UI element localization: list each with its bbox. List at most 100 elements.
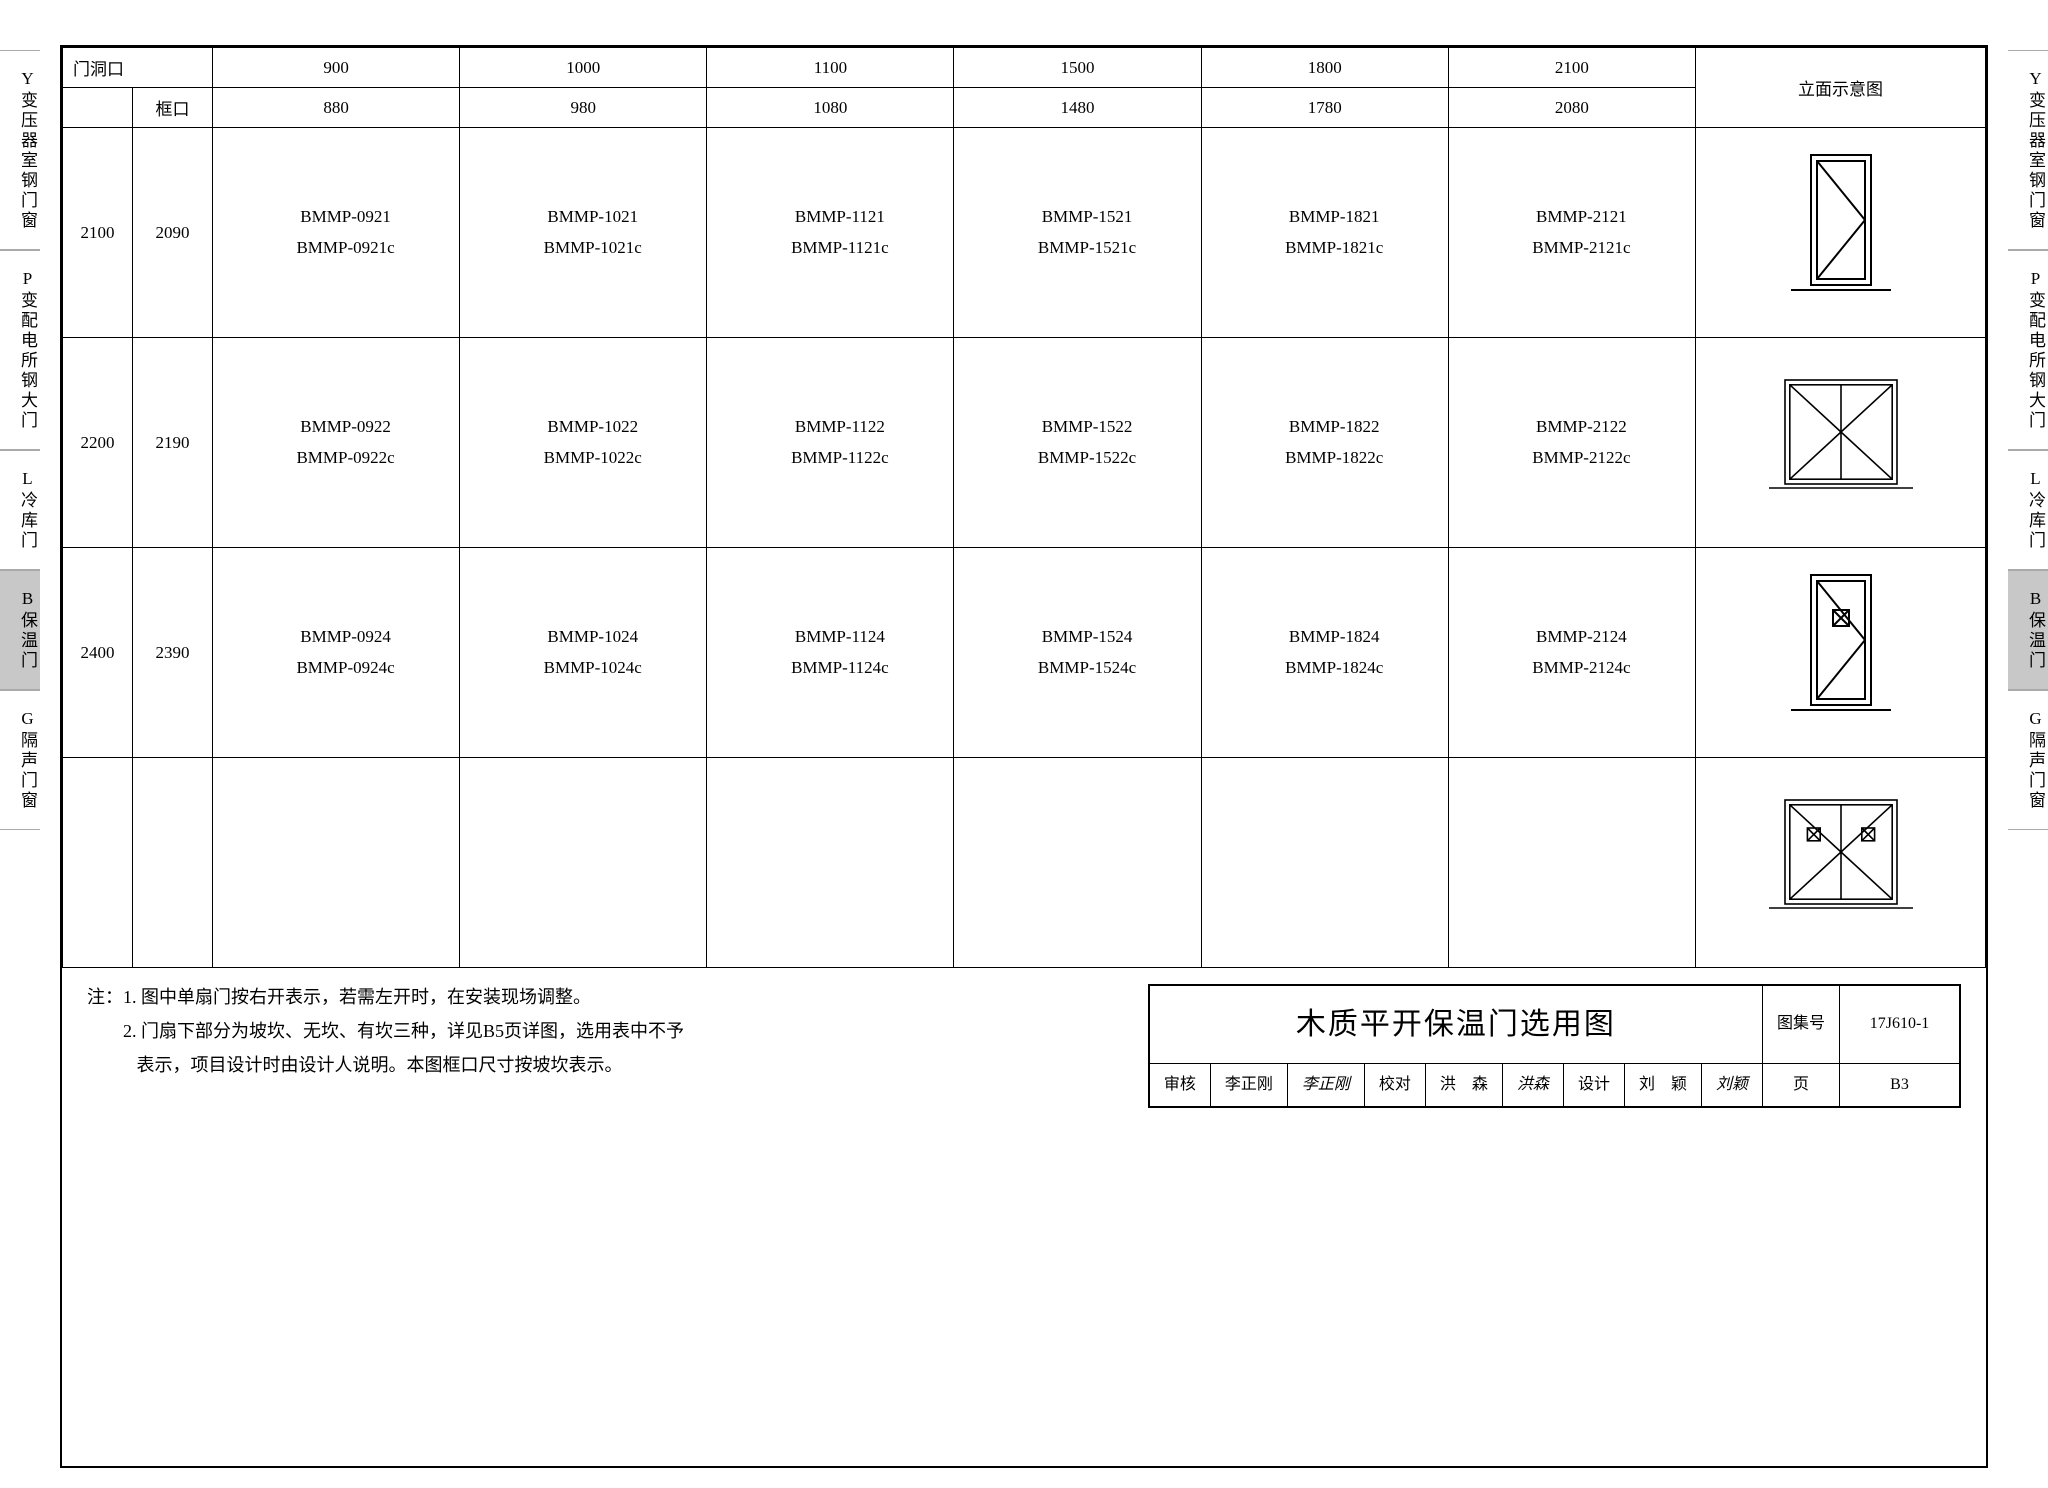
product-code: BMMP-1822c bbox=[1222, 443, 1447, 474]
product-code: BMMP-1121 bbox=[727, 202, 952, 233]
product-code: BMMP-0921c bbox=[233, 233, 458, 264]
tab-l: L冷库门 bbox=[0, 450, 40, 570]
left-tabs: Y变压器室钢门窗 P变配电所钢大门 L冷库门 B保温门 G隔声门窗 bbox=[0, 0, 40, 1488]
code-cell: BMMP-1121BMMP-1121c bbox=[707, 128, 954, 338]
product-code: BMMP-0922 bbox=[233, 412, 458, 443]
product-code: BMMP-0924 bbox=[233, 622, 458, 653]
product-code: BMMP-1121c bbox=[727, 233, 952, 264]
page: Y变压器室钢门窗 P变配电所钢大门 L冷库门 B保温门 G隔声门窗 门洞口 90… bbox=[0, 0, 2048, 1488]
tab-p: P变配电所钢大门 bbox=[0, 250, 40, 450]
product-code: BMMP-1024 bbox=[480, 622, 705, 653]
product-code: BMMP-1521 bbox=[974, 202, 1199, 233]
frame-height: 2190 bbox=[133, 338, 213, 548]
tab-l-r: L冷库门 bbox=[2008, 450, 2048, 570]
notes-and-titleblock: 注：1. 图中单扇门按右开表示，若需左开时，在安装现场调整。 注：2. 门扇下部… bbox=[62, 968, 1986, 1108]
col-w-3: 1500 bbox=[954, 48, 1201, 88]
frame-height: 2390 bbox=[133, 548, 213, 758]
code-cell: BMMP-0924BMMP-0924c bbox=[213, 548, 460, 758]
main-frame-wrap: 门洞口 900 1000 1100 1500 1800 2100 立面示意图 框… bbox=[40, 0, 2008, 1488]
designer: 刘 颖 bbox=[1624, 1064, 1701, 1107]
design-label: 设计 bbox=[1563, 1064, 1624, 1107]
note-line-2: 表示，项目设计时由设计人说明。本图框口尺寸按坡坎表示。 bbox=[114, 1055, 623, 1075]
product-code: BMMP-2122 bbox=[1469, 412, 1694, 443]
product-code: BMMP-1524c bbox=[974, 653, 1199, 684]
code-cell: BMMP-1022BMMP-1022c bbox=[460, 338, 707, 548]
col-f-5: 2080 bbox=[1448, 88, 1695, 128]
elevation-cell bbox=[1696, 758, 1986, 968]
elevation-double-window-icon bbox=[1761, 775, 1921, 945]
col-f-4: 1780 bbox=[1201, 88, 1448, 128]
page-label: 页 bbox=[1762, 1064, 1839, 1107]
product-code: BMMP-1022c bbox=[480, 443, 705, 474]
code-cell: BMMP-0922BMMP-0922c bbox=[213, 338, 460, 548]
product-code: BMMP-1021c bbox=[480, 233, 705, 264]
drawing-frame: 门洞口 900 1000 1100 1500 1800 2100 立面示意图 框… bbox=[60, 45, 1988, 1468]
tab-g: G隔声门窗 bbox=[0, 690, 40, 830]
product-code: BMMP-0921 bbox=[233, 202, 458, 233]
atlas-no: 17J610-1 bbox=[1840, 986, 1960, 1064]
product-code: BMMP-2124c bbox=[1469, 653, 1694, 684]
tab-y-r: Y变压器室钢门窗 bbox=[2008, 50, 2048, 250]
product-code: BMMP-1824c bbox=[1222, 653, 1447, 684]
code-cell bbox=[707, 758, 954, 968]
product-code: BMMP-2121c bbox=[1469, 233, 1694, 264]
elevation-header: 立面示意图 bbox=[1696, 48, 1986, 128]
col-w-4: 1800 bbox=[1201, 48, 1448, 88]
blank-corner bbox=[63, 88, 133, 128]
col-w-2: 1100 bbox=[707, 48, 954, 88]
code-cell: BMMP-1524BMMP-1524c bbox=[954, 548, 1201, 758]
table-row: 21002090BMMP-0921BMMP-0921cBMMP-1021BMMP… bbox=[63, 128, 1986, 338]
product-code: BMMP-1122 bbox=[727, 412, 952, 443]
product-code: BMMP-1822 bbox=[1222, 412, 1447, 443]
product-code: BMMP-1522 bbox=[974, 412, 1199, 443]
col-w-0: 900 bbox=[213, 48, 460, 88]
product-code: BMMP-1824 bbox=[1222, 622, 1447, 653]
product-code: BMMP-1122c bbox=[727, 443, 952, 474]
code-cell: BMMP-1124BMMP-1124c bbox=[707, 548, 954, 758]
tab-b: B保温门 bbox=[0, 570, 40, 690]
title-block: 木质平开保温门选用图 图集号 17J610-1 审核 李正刚 李正刚 校对 洪 … bbox=[1148, 984, 1961, 1108]
product-code: BMMP-2122c bbox=[1469, 443, 1694, 474]
elevation-double-icon bbox=[1761, 355, 1921, 525]
col-f-2: 1080 bbox=[707, 88, 954, 128]
code-cell bbox=[1201, 758, 1448, 968]
code-cell: BMMP-0921BMMP-0921c bbox=[213, 128, 460, 338]
tab-p-r: P变配电所钢大门 bbox=[2008, 250, 2048, 450]
frame-height: 2090 bbox=[133, 128, 213, 338]
product-code: BMMP-1821 bbox=[1222, 202, 1447, 233]
header-row-1: 门洞口 900 1000 1100 1500 1800 2100 立面示意图 bbox=[63, 48, 1986, 88]
product-code: BMMP-1521c bbox=[974, 233, 1199, 264]
checker-sig: 洪森 bbox=[1502, 1064, 1563, 1107]
code-cell bbox=[954, 758, 1201, 968]
product-code: BMMP-1024c bbox=[480, 653, 705, 684]
product-code: BMMP-1124c bbox=[727, 653, 952, 684]
elevation-cell bbox=[1696, 338, 1986, 548]
page-no: B3 bbox=[1840, 1064, 1960, 1107]
elevation-single-icon bbox=[1761, 145, 1921, 315]
code-cell bbox=[1448, 758, 1695, 968]
check-label: 校对 bbox=[1364, 1064, 1425, 1107]
opening-height: 2400 bbox=[63, 548, 133, 758]
code-cell: BMMP-1822BMMP-1822c bbox=[1201, 338, 1448, 548]
product-code: BMMP-1124 bbox=[727, 622, 952, 653]
product-code: BMMP-1021 bbox=[480, 202, 705, 233]
code-cell: BMMP-1021BMMP-1021c bbox=[460, 128, 707, 338]
product-code: BMMP-1821c bbox=[1222, 233, 1447, 264]
col-f-3: 1480 bbox=[954, 88, 1201, 128]
code-cell: BMMP-2121BMMP-2121c bbox=[1448, 128, 1695, 338]
reviewer-sig: 李正刚 bbox=[1287, 1064, 1364, 1107]
product-code: BMMP-0924c bbox=[233, 653, 458, 684]
product-code: BMMP-0922c bbox=[233, 443, 458, 474]
opening-label: 门洞口 bbox=[63, 48, 213, 88]
drawing-title: 木质平开保温门选用图 bbox=[1149, 986, 1762, 1064]
code-cell bbox=[460, 758, 707, 968]
product-code: BMMP-2124 bbox=[1469, 622, 1694, 653]
code-cell: BMMP-1522BMMP-1522c bbox=[954, 338, 1201, 548]
elevation-cell bbox=[1696, 128, 1986, 338]
opening-height bbox=[63, 758, 133, 968]
selection-table: 门洞口 900 1000 1100 1500 1800 2100 立面示意图 框… bbox=[62, 47, 1986, 968]
code-cell: BMMP-1024BMMP-1024c bbox=[460, 548, 707, 758]
right-tabs: Y变压器室钢门窗 P变配电所钢大门 L冷库门 B保温门 G隔声门窗 bbox=[2008, 0, 2048, 1488]
code-cell: BMMP-1824BMMP-1824c bbox=[1201, 548, 1448, 758]
code-cell: BMMP-2122BMMP-2122c bbox=[1448, 338, 1695, 548]
